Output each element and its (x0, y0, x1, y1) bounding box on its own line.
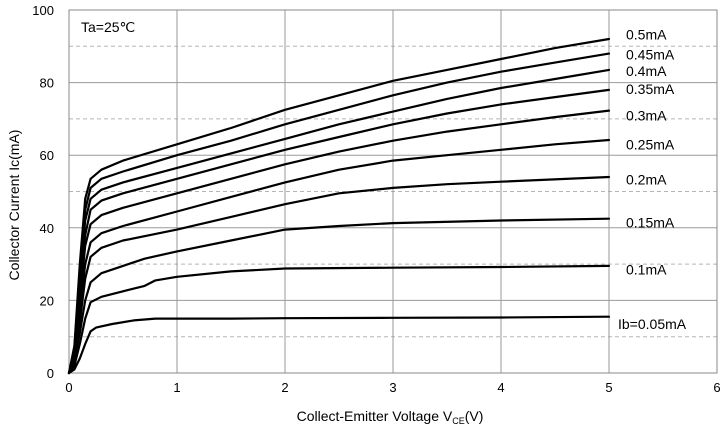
temperature-annotation: Ta=25℃ (81, 19, 135, 35)
x-tick-label: 4 (497, 380, 504, 395)
series-label: Ib=0.05mA (618, 316, 687, 332)
x-tick-label: 1 (173, 380, 180, 395)
y-tick-label: 0 (47, 366, 54, 381)
x-axis-title: Collect-Emitter Voltage VCE(V) (297, 408, 484, 426)
series-label: 0.5mA (626, 27, 667, 43)
y-tick-label: 60 (40, 148, 54, 163)
series-label: 0.2mA (626, 172, 667, 188)
series-line (67, 217, 611, 375)
y-tick-label: 40 (40, 221, 54, 236)
x-tick-label: 0 (65, 380, 72, 395)
series-label: 0.1mA (626, 262, 667, 278)
y-tick-label: 100 (32, 3, 54, 18)
series-label: 0.35mA (626, 81, 675, 97)
curves (67, 37, 611, 375)
x-axis-title-suffix: (V) (465, 408, 484, 424)
series-labels: Ib=0.05mA 0.1mA 0.15mA 0.2mA 0.25mA 0.3mA 0.35… (618, 27, 687, 332)
x-tick-label: 3 (389, 380, 396, 395)
series-label: 0.25mA (626, 136, 675, 152)
series-label: 0.4mA (626, 63, 667, 79)
series-line (67, 37, 611, 375)
series-line (67, 264, 611, 375)
series-label: 0.3mA (626, 107, 667, 123)
x-ticks: 0 1 2 3 4 5 6 (65, 380, 720, 395)
plot-frame (68, 9, 718, 374)
series-label: 0.45mA (626, 46, 675, 62)
series-line (67, 109, 611, 375)
series-line (67, 315, 611, 375)
x-tick-label: 6 (713, 380, 720, 395)
y-tick-label: 20 (40, 293, 54, 308)
series-label: 0.15mA (626, 214, 675, 230)
x-axis-title-subscript: CE (452, 416, 465, 426)
y-ticks: 0 20 40 60 80 100 (32, 3, 54, 381)
x-tick-label: 2 (281, 380, 288, 395)
x-tick-label: 5 (605, 380, 612, 395)
x-axis-title-main: Collect-Emitter Voltage V (297, 408, 453, 424)
y-axis-title: Collector Current Ic(mA) (6, 130, 22, 281)
series-line (67, 88, 611, 375)
y-tick-label: 80 (40, 76, 54, 91)
series-line (67, 68, 611, 375)
series-line (67, 175, 611, 375)
series-line (67, 138, 611, 375)
